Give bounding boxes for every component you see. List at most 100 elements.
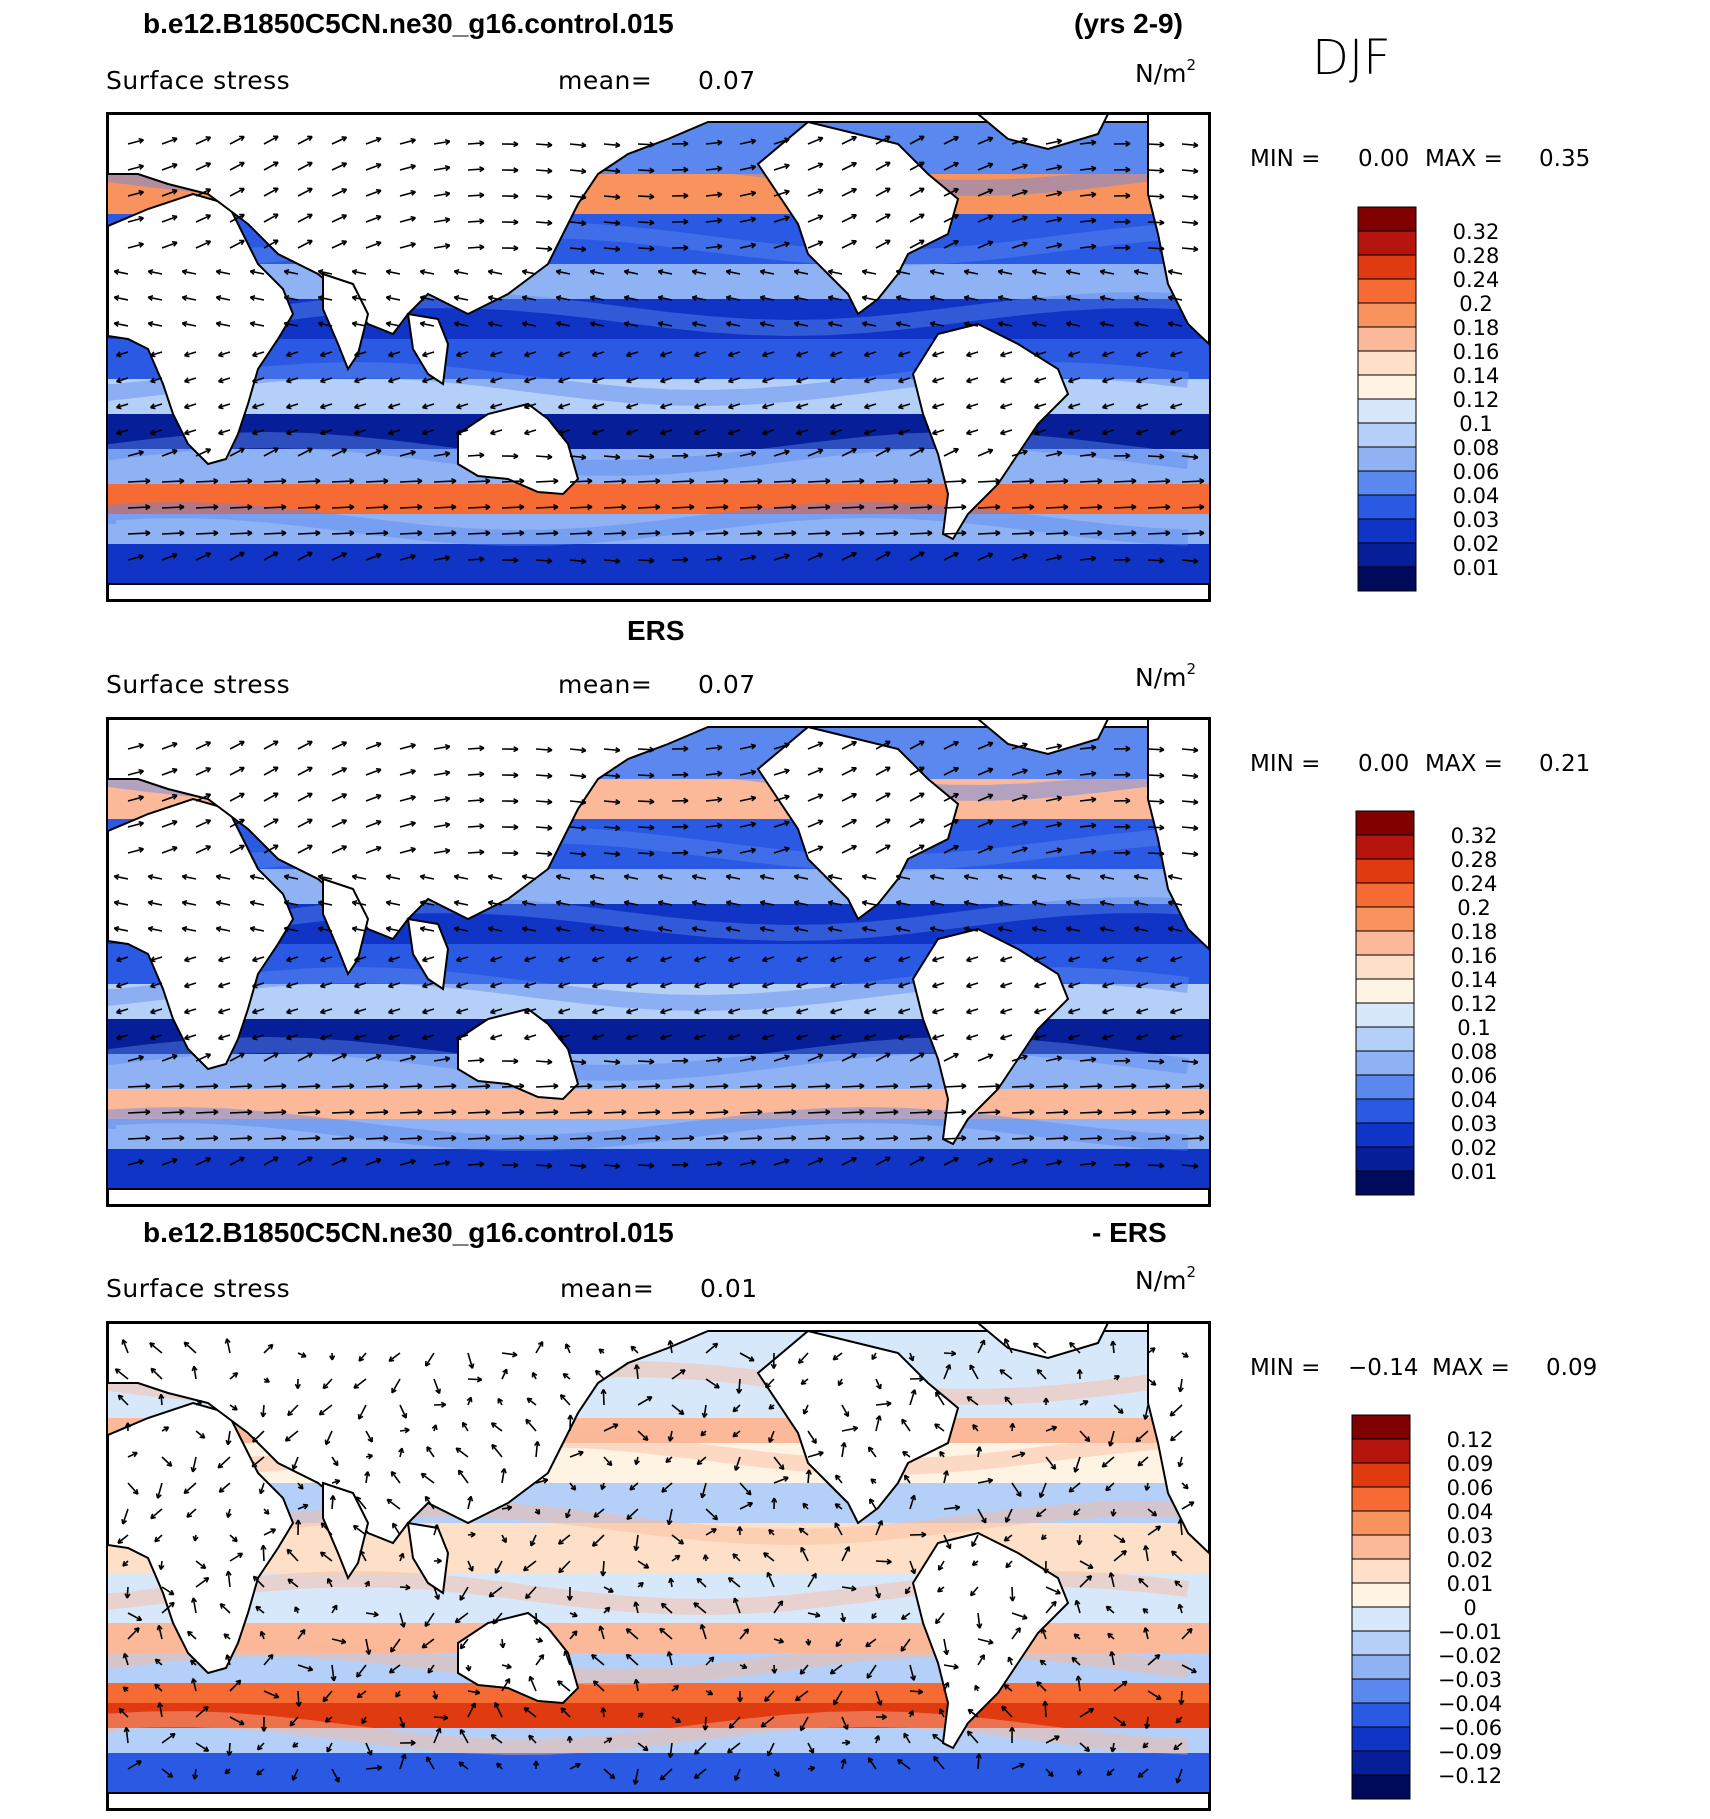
colorbar-swatch bbox=[1355, 1170, 1415, 1196]
panel3-map bbox=[106, 1321, 1211, 1811]
panel2-max-label: MAX = bbox=[1425, 751, 1503, 777]
colorbar-swatch bbox=[1351, 1414, 1411, 1440]
colorbar-swatch bbox=[1355, 1098, 1415, 1124]
colorbar-tick-label: 0.08 bbox=[1451, 1040, 1498, 1064]
colorbar-tick-label: 0.04 bbox=[1447, 1500, 1494, 1524]
panel3-variable-label: Surface stress bbox=[106, 1274, 291, 1303]
colorbar-tick-label: 0.02 bbox=[1451, 1136, 1498, 1160]
panel2-variable-label: Surface stress bbox=[106, 670, 291, 699]
colorbar-swatch bbox=[1351, 1462, 1411, 1488]
colorbar-tick-label: 0.1 bbox=[1457, 1016, 1490, 1040]
colorbar-tick-label: 0.1 bbox=[1459, 412, 1492, 436]
colorbar-tick-label: 0.02 bbox=[1453, 532, 1500, 556]
colorbar-tick-label: 0.04 bbox=[1451, 1088, 1498, 1112]
panel3-case-title: b.e12.B1850C5CN.ne30_g16.control.015 bbox=[143, 1217, 674, 1248]
panel3-colorbar: 0.12 0.09 0.06 0.04 0.03 0.02 0.01 0 −0.01 −0.02−… bbox=[1351, 1414, 1552, 1801]
colorbar-tick-label: −0.02 bbox=[1438, 1644, 1502, 1668]
colorbar-swatch bbox=[1351, 1582, 1411, 1608]
panel3-mean-value: 0.01 bbox=[700, 1274, 758, 1303]
colorbar-swatch bbox=[1357, 422, 1417, 448]
panel2-title: ERS bbox=[627, 615, 685, 646]
colorbar-tick-label: 0.01 bbox=[1447, 1572, 1494, 1596]
panel2-min-value: 0.00 bbox=[1358, 751, 1410, 777]
colorbar-swatch bbox=[1357, 230, 1417, 256]
panel2-min-label: MIN = bbox=[1250, 751, 1321, 777]
colorbar-tick-label: 0.04 bbox=[1453, 484, 1500, 508]
colorbar-swatch bbox=[1355, 1050, 1415, 1076]
panel1-min-value: 0.00 bbox=[1358, 146, 1410, 172]
colorbar-tick-label: 0.24 bbox=[1453, 268, 1500, 292]
colorbar-swatch bbox=[1357, 206, 1417, 232]
colorbar-tick-label: 0.03 bbox=[1447, 1524, 1494, 1548]
colorbar-swatch bbox=[1357, 566, 1417, 592]
colorbar-swatch bbox=[1357, 278, 1417, 304]
colorbar-tick-label: 0.06 bbox=[1453, 460, 1500, 484]
colorbar-swatch bbox=[1355, 930, 1415, 956]
season-label: DJF bbox=[1312, 30, 1391, 86]
colorbar-swatch bbox=[1357, 302, 1417, 328]
colorbar-tick-label: 0.18 bbox=[1453, 316, 1500, 340]
colorbar-swatch bbox=[1355, 1002, 1415, 1028]
colorbar-swatch bbox=[1355, 978, 1415, 1004]
colorbar-tick-label: 0.28 bbox=[1453, 244, 1500, 268]
colorbar-swatch bbox=[1355, 810, 1415, 836]
panel1-units: N/m2 bbox=[1135, 56, 1197, 88]
colorbar-swatch bbox=[1357, 518, 1417, 544]
panel1-mean-label: mean= bbox=[558, 66, 653, 95]
colorbar-tick-label: 0.02 bbox=[1447, 1548, 1494, 1572]
colorbar-tick-label: 0.32 bbox=[1451, 824, 1498, 848]
panel1-map bbox=[106, 112, 1211, 602]
colorbar-tick-label: 0.06 bbox=[1447, 1476, 1494, 1500]
panel3-units: N/m2 bbox=[1135, 1263, 1197, 1295]
colorbar-tick-label: 0.08 bbox=[1453, 436, 1500, 460]
colorbar-swatch bbox=[1355, 1026, 1415, 1052]
panel2-colorbar: 0.32 0.28 0.24 0.2 0.18 0.16 0.14 0.12 0.1 0.08 0.… bbox=[1355, 810, 1556, 1197]
panel1-max-value: 0.35 bbox=[1539, 146, 1591, 172]
colorbar-tick-label: 0.01 bbox=[1451, 1160, 1498, 1184]
colorbar-tick-label: 0.2 bbox=[1457, 896, 1490, 920]
colorbar-tick-label: 0.24 bbox=[1451, 872, 1498, 896]
colorbar-swatch bbox=[1351, 1774, 1411, 1800]
colorbar-tick-label: 0.03 bbox=[1453, 508, 1500, 532]
colorbar-swatch bbox=[1357, 470, 1417, 496]
panel1-years-label: (yrs 2-9) bbox=[1074, 8, 1183, 39]
colorbar-tick-label: 0.2 bbox=[1459, 292, 1492, 316]
colorbar-swatch bbox=[1355, 882, 1415, 908]
colorbar-tick-label: 0 bbox=[1463, 1596, 1476, 1620]
colorbar-swatch bbox=[1355, 1122, 1415, 1148]
colorbar-tick-label: −0.01 bbox=[1438, 1620, 1502, 1644]
colorbar-tick-label: 0.14 bbox=[1451, 968, 1498, 992]
colorbar-swatch bbox=[1357, 326, 1417, 352]
colorbar-swatch bbox=[1351, 1630, 1411, 1656]
colorbar-tick-label: 0.01 bbox=[1453, 556, 1500, 580]
colorbar-tick-label: −0.04 bbox=[1438, 1692, 1502, 1716]
colorbar-swatch bbox=[1351, 1534, 1411, 1560]
colorbar-tick-label: −0.12 bbox=[1438, 1764, 1502, 1788]
colorbar-tick-label: 0.18 bbox=[1451, 920, 1498, 944]
panel1-colorbar: 0.32 0.28 0.24 0.2 0.18 0.16 0.14 0.12 0.1 0.08 0.… bbox=[1357, 206, 1558, 593]
colorbar-swatch bbox=[1351, 1702, 1411, 1728]
colorbar-swatch bbox=[1357, 398, 1417, 424]
colorbar-swatch bbox=[1351, 1606, 1411, 1632]
colorbar-swatch bbox=[1351, 1726, 1411, 1752]
colorbar-tick-label: 0.32 bbox=[1453, 220, 1500, 244]
colorbar-tick-label: 0.09 bbox=[1447, 1452, 1494, 1476]
colorbar-swatch bbox=[1357, 374, 1417, 400]
colorbar-tick-label: 0.06 bbox=[1451, 1064, 1498, 1088]
colorbar-tick-label: 0.16 bbox=[1453, 340, 1500, 364]
colorbar-tick-label: 0.28 bbox=[1451, 848, 1498, 872]
colorbar-tick-label: 0.16 bbox=[1451, 944, 1498, 968]
colorbar-swatch bbox=[1351, 1486, 1411, 1512]
colorbar-swatch bbox=[1357, 494, 1417, 520]
panel3-max-value: 0.09 bbox=[1546, 1355, 1598, 1381]
colorbar-swatch bbox=[1355, 858, 1415, 884]
colorbar-swatch bbox=[1351, 1438, 1411, 1464]
panel1-mean-value: 0.07 bbox=[698, 66, 756, 95]
panel1-variable-label: Surface stress bbox=[106, 66, 291, 95]
panel1-min-label: MIN = bbox=[1250, 146, 1321, 172]
colorbar-swatch bbox=[1351, 1510, 1411, 1536]
colorbar-tick-label: 0.03 bbox=[1451, 1112, 1498, 1136]
colorbar-tick-label: 0.12 bbox=[1447, 1428, 1494, 1452]
colorbar-tick-label: −0.03 bbox=[1438, 1668, 1502, 1692]
colorbar-swatch bbox=[1351, 1750, 1411, 1776]
